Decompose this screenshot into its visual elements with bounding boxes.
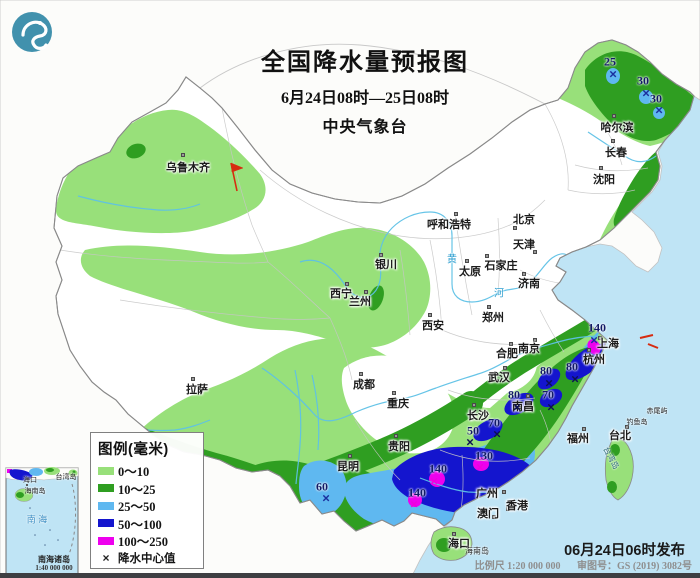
legend-label-3: 50～100 (118, 517, 162, 532)
cma-logo-icon (12, 12, 52, 52)
legend-swatch-3 (98, 519, 114, 528)
legend-title: 图例(毫米) (98, 442, 169, 458)
precip-magenta-3 (408, 493, 422, 507)
legend-item-1: 10～25 (98, 480, 196, 498)
legend-item-3: 50～100 (98, 515, 196, 533)
precip-light-gansu (80, 227, 431, 348)
tarim-river (77, 195, 201, 211)
province-borders (59, 103, 649, 516)
legend-label-4: 100～250 (118, 535, 169, 550)
legend-label-2: 25～50 (118, 500, 156, 515)
issue-time: 06月24日06时发布 (564, 543, 685, 559)
precip-dark-band-northeast-section (463, 308, 614, 411)
legend-label-1: 10～25 (118, 482, 156, 497)
precip-darkblue-4 (539, 388, 563, 408)
precip-light-xinjiang (55, 109, 266, 234)
forecast-time-range: 6月24日08时—25日08时 (280, 90, 449, 107)
yellow-river (299, 211, 569, 303)
legend-item-0: 0～10 (98, 462, 196, 480)
legend-swatch-0 (98, 466, 114, 475)
legend-marker-label: 降水中心值 (118, 553, 176, 566)
legend-swatch-4 (98, 536, 114, 545)
legend-item-2: 25～50 (98, 497, 196, 515)
country-border-mongolia (199, 43, 546, 105)
mekong-river (294, 369, 302, 485)
map-license-number: 审图号：GS (2019) 3082号 (577, 561, 692, 572)
precip-dark-northeast-band (613, 150, 663, 230)
precip-darkblue-2 (537, 368, 561, 390)
yangtze-river (261, 335, 601, 422)
china-border (53, 39, 695, 532)
bottom-bar (0, 573, 700, 578)
precip-magenta-1 (473, 457, 489, 471)
precip-blue-ne-1 (606, 68, 620, 84)
inset-map-south-china-sea (5, 467, 79, 578)
legend-marker-row: × 降水中心值 (98, 550, 196, 568)
precip-dark-xinjiang-spot (126, 143, 146, 159)
inset-caption: 南海诸岛 (38, 555, 70, 564)
precip-darkblue-nanchang (504, 392, 534, 416)
red-sea-marks (639, 334, 659, 349)
map-title-block: 全国降水量预报图 6月24日08时—25日08时 中央气象台 (205, 42, 525, 137)
map-scale: 比例尺 1:20 000 000 (474, 561, 561, 572)
precip-blue-ne-3 (653, 107, 665, 119)
page-title: 全国降水量预报图 (261, 49, 469, 76)
songhua-river (587, 131, 657, 163)
legend-swatch-1 (98, 484, 114, 493)
precip-blue-ne-2 (639, 90, 653, 104)
salween-river (311, 374, 320, 451)
legend-item-4: 100～250 (98, 532, 196, 550)
wind-barb-icon (230, 162, 244, 192)
inset-scale: 1:40 000 000 (35, 564, 73, 572)
legend-swatch-2 (98, 501, 114, 510)
hainan-island (430, 526, 473, 561)
precip-center-marker-icon: × (102, 551, 110, 566)
legend-items: 0～10 10～25 25～50 50～100 100～250 (98, 462, 196, 550)
agency-name: 中央气象台 (322, 119, 408, 136)
precip-darkblue-changsha (473, 418, 503, 442)
map-scale-row: 比例尺 1:20 000 000 审图号：GS (2019) 3082号 (390, 557, 692, 572)
precip-dark-gansu-spot (368, 285, 384, 311)
taiwan-island (604, 438, 634, 501)
map-legend: 图例(毫米) 0～10 10～25 25～50 50～100 100～250 × 降水中… (90, 432, 204, 569)
legend-label-0: 0～10 (118, 465, 150, 480)
